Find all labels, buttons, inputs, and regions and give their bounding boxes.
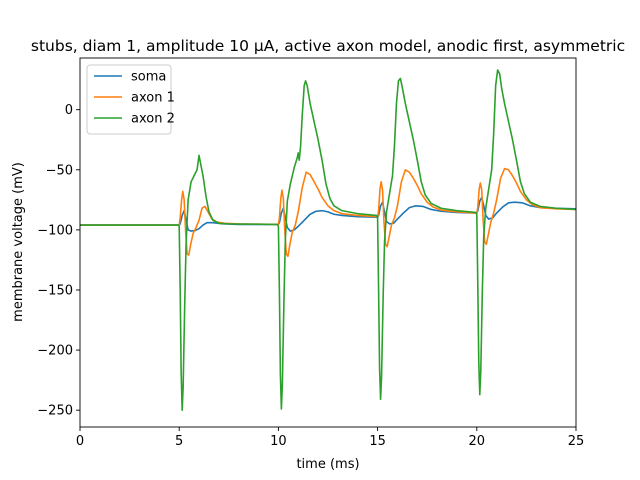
y-axis-label: membrane voltage (mV) (11, 162, 26, 322)
x-axis: 0 5 10 15 20 25 (76, 427, 584, 449)
plot-lines (80, 69, 577, 411)
x-axis-label: time (ms) (296, 457, 359, 472)
y-tick-label: −200 (37, 344, 73, 359)
x-tick-label: 15 (369, 434, 386, 449)
y-tick-label: −100 (37, 223, 73, 238)
y-tick-label: −250 (37, 404, 73, 419)
x-tick-label: 10 (270, 434, 287, 449)
legend: soma axon 1 axon 2 (86, 64, 175, 135)
series-line-axon-2 (80, 69, 577, 411)
plot-frame (79, 57, 577, 428)
x-tick-label: 5 (175, 434, 183, 449)
legend-label: soma (131, 70, 166, 85)
y-tick-label: −50 (46, 163, 73, 178)
x-tick-label: 0 (76, 434, 84, 449)
legend-box (86, 64, 172, 135)
x-tick-label: 20 (469, 434, 486, 449)
legend-label: axon 2 (131, 112, 175, 127)
y-tick-label: −150 (37, 283, 73, 298)
series-line-soma (80, 196, 577, 232)
chart-title: stubs, diam 1, amplitude 10 μA, active a… (31, 37, 625, 55)
series-line-axon-1 (80, 167, 577, 258)
y-axis: 0 −50 −100 −150 −200 −250 (37, 103, 80, 419)
legend-label: axon 1 (131, 91, 175, 106)
x-tick-label: 25 (568, 434, 585, 449)
y-tick-label: 0 (65, 103, 73, 118)
